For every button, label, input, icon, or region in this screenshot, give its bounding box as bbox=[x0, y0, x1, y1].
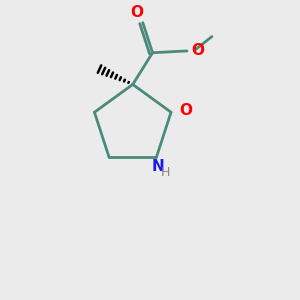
Text: N: N bbox=[152, 159, 164, 174]
Text: H: H bbox=[160, 167, 170, 179]
Text: O: O bbox=[192, 43, 205, 58]
Text: O: O bbox=[179, 103, 192, 118]
Text: O: O bbox=[130, 5, 143, 20]
